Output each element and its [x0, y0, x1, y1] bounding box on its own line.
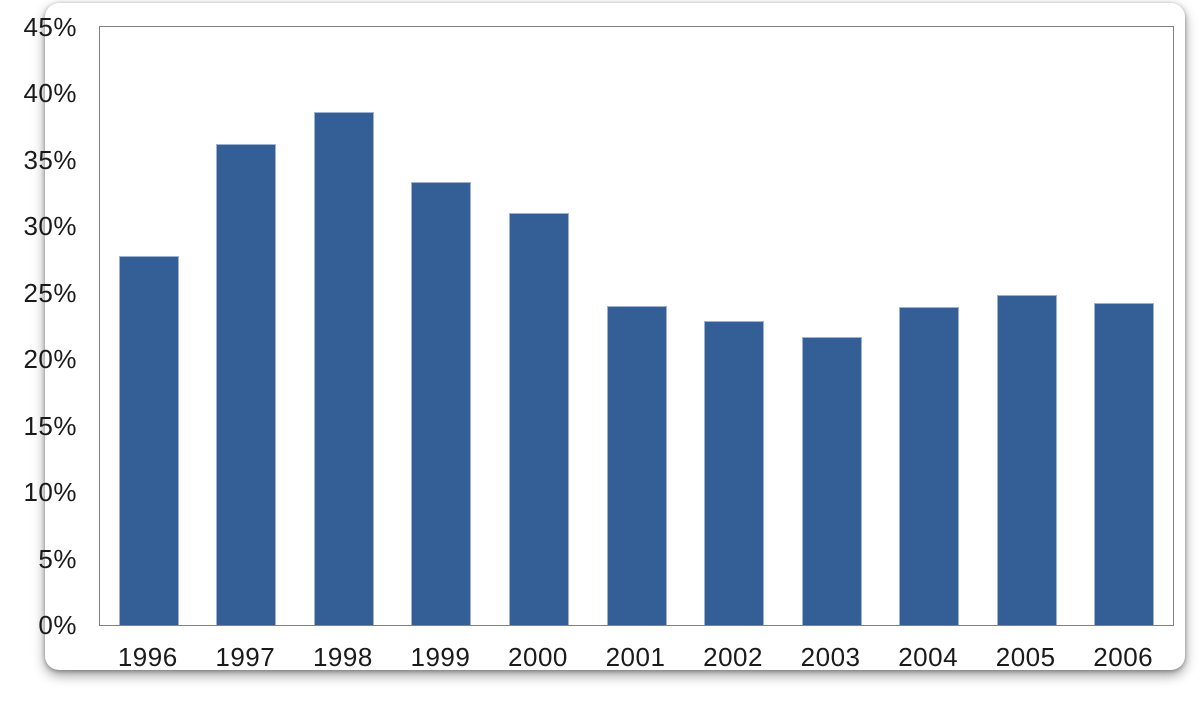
y-tick-label: 35% — [23, 144, 77, 175]
x-axis-labels: 1996 1997 1998 1999 2000 2001 2002 2003 2004 2005… — [45, 644, 1185, 674]
x-tick-label-1996: 1996 — [117, 642, 178, 672]
x-tick-label-2002: 2002 — [703, 642, 763, 672]
bar-2001 — [606, 306, 667, 625]
y-axis-labels: 0% 5% 10% 15% 20% 25% 30% 35% 40% 45% — [23, 14, 77, 638]
y-tick-label: 30% — [23, 211, 77, 242]
x-tick-label-1999: 1999 — [410, 642, 471, 672]
bar-2004 — [899, 307, 960, 625]
x-tick-label-2001: 2001 — [605, 642, 666, 672]
bar-2005 — [996, 295, 1057, 625]
x-tick-label-1997: 1997 — [215, 642, 276, 672]
y-tick-label: 0% — [38, 610, 77, 640]
x-tick-label-2000: 2000 — [508, 642, 568, 672]
plot-area — [99, 26, 1174, 626]
y-tick-label: 15% — [23, 410, 77, 441]
bar-2002 — [704, 320, 765, 625]
x-tick-label-2006: 2006 — [1093, 642, 1154, 672]
y-tick-label: 20% — [23, 344, 77, 375]
x-tick-label-2004: 2004 — [898, 642, 959, 672]
bar-2006 — [1094, 303, 1155, 625]
bar-1999 — [411, 182, 472, 625]
bar-1996 — [118, 255, 179, 625]
x-tick-label-2005: 2005 — [995, 642, 1056, 672]
bar-2000 — [508, 213, 569, 625]
y-tick-label: 25% — [23, 277, 77, 308]
y-tick-label: 40% — [23, 78, 77, 109]
chart-card: 0% 5% 10% 15% 20% 25% 30% 35% 40% 45% 1996 1997 199… — [23, 3, 1185, 670]
bar-1997 — [216, 143, 277, 625]
y-tick-label: 5% — [38, 543, 77, 574]
y-tick-label: 45% — [23, 12, 77, 42]
x-tick-label-1998: 1998 — [312, 642, 373, 672]
y-tick-label: 10% — [23, 477, 77, 508]
bar-1998 — [313, 112, 374, 625]
bar-2003 — [801, 336, 862, 625]
x-tick-label-2003: 2003 — [800, 642, 861, 672]
